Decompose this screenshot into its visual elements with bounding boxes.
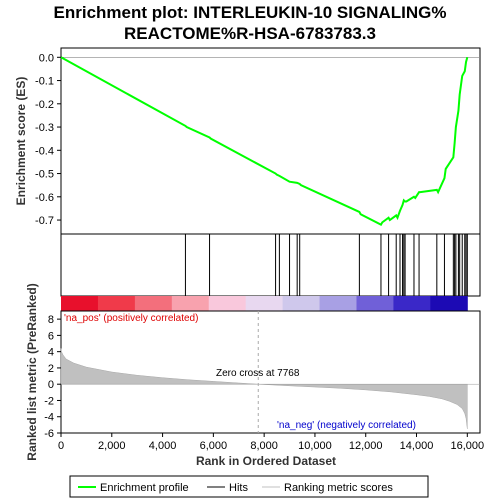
x-tick-label: 10,000 <box>298 440 332 452</box>
ranking-metric-area <box>60 348 468 429</box>
x-tick-label: 14,000 <box>400 440 434 452</box>
heatmap-segment <box>356 296 394 311</box>
x-axis-label: Rank in Ordered Dataset <box>196 454 336 468</box>
es-tick-label: -0.5 <box>35 169 54 181</box>
enrichment-profile-line <box>60 56 469 227</box>
metric-tick-label: -4 <box>44 412 54 424</box>
x-tick-label: 0 <box>58 440 64 452</box>
x-tick-label: 4,000 <box>149 440 177 452</box>
chart-title-line-1: Enrichment plot: INTERLEUKIN-10 SIGNALIN… <box>54 3 447 22</box>
metric-tick-label: 6 <box>48 330 54 342</box>
legend-label-ranking-metric: Ranking metric scores <box>284 482 393 494</box>
heatmap-segment <box>171 296 210 311</box>
legend-frame <box>69 475 429 498</box>
es-tick-label: -0.2 <box>35 99 54 111</box>
metric-tick-label: -6 <box>44 428 54 440</box>
es-panel-frame <box>60 47 481 235</box>
es-tick-label: -0.1 <box>35 76 54 88</box>
metric-y-axis-label: Ranked list metric (PreRanked) <box>25 283 39 460</box>
metric-tick-label: 8 <box>48 314 54 326</box>
legend-label-enrichment-profile: Enrichment profile <box>100 482 189 494</box>
metric-tick-label: 4 <box>48 347 54 359</box>
heatmap-segment <box>61 296 99 311</box>
heatmap-segment <box>97 296 136 311</box>
metric-y-axis: 8 6 4 2 0 -2 -4 -6 <box>44 314 61 440</box>
x-axis: 0 2,000 4,000 6,000 8,000 10,000 12,000 14,000 1… <box>58 433 484 452</box>
es-tick-label: -0.7 <box>35 215 54 227</box>
x-tick-label: 6,000 <box>200 440 228 452</box>
legend-label-hits: Hits <box>229 482 248 494</box>
metric-panel-frame <box>60 310 481 434</box>
negative-correlation-label: 'na_neg' (negatively correlated) <box>277 420 416 431</box>
x-tick-label: 16,000 <box>450 440 484 452</box>
hits-panel-frame <box>60 233 481 297</box>
metric-tick-label: 0 <box>48 379 54 391</box>
heatmap-segment <box>134 296 173 311</box>
heatmap-segment <box>245 296 284 311</box>
chart-title-line-2: REACTOME%R-HSA-6783783.3 <box>124 24 376 43</box>
heatmap-segment <box>393 296 431 311</box>
es-tick-label: 0.0 <box>39 52 54 64</box>
metric-tick-label: -2 <box>44 395 54 407</box>
zero-cross-label: Zero cross at 7768 <box>216 368 300 379</box>
metric-tick-label: 2 <box>48 363 54 375</box>
heatmap-segment <box>282 296 321 311</box>
es-tick-label: -0.4 <box>35 145 54 157</box>
heatmap-segment <box>319 296 357 311</box>
heatmap-segment <box>208 296 247 311</box>
heatmap-segment <box>430 296 468 311</box>
x-tick-label: 2,000 <box>98 440 126 452</box>
rank-heatmap-bar <box>61 296 468 311</box>
es-tick-label: -0.3 <box>35 122 54 134</box>
positive-correlation-label: 'na_pos' (positively correlated) <box>64 313 198 324</box>
hit-lines-group <box>184 234 468 296</box>
x-tick-label: 12,000 <box>349 440 383 452</box>
x-tick-label: 8,000 <box>250 440 278 452</box>
es-y-axis-label: Enrichment score (ES) <box>14 77 28 206</box>
es-y-axis: 0.0 -0.1 -0.2 -0.3 -0.4 -0.5 -0.6 -0.7 <box>35 52 61 227</box>
legend: Enrichment profile Hits Ranking metric s… <box>69 475 429 498</box>
es-tick-label: -0.6 <box>35 192 54 204</box>
metric-area-group <box>60 311 480 433</box>
